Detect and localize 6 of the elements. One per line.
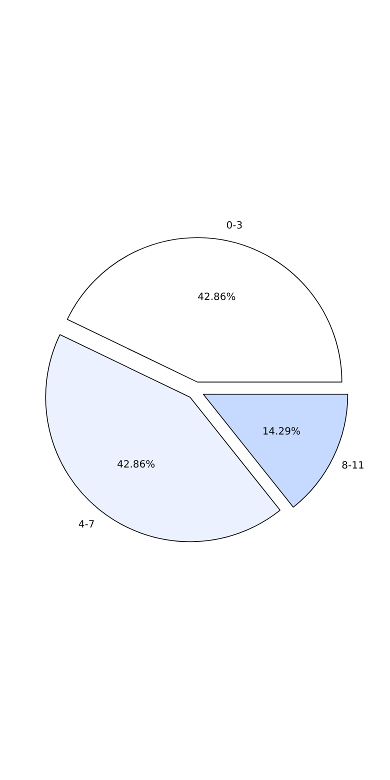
data-label: 42.86%: [198, 292, 236, 304]
slice-label: 4-7: [78, 520, 95, 531]
slice-label: 0-3: [226, 220, 243, 232]
slice-label: 8-11: [342, 460, 364, 472]
data-label: 42.86%: [116, 460, 156, 471]
data-label: 14.29%: [262, 426, 300, 438]
